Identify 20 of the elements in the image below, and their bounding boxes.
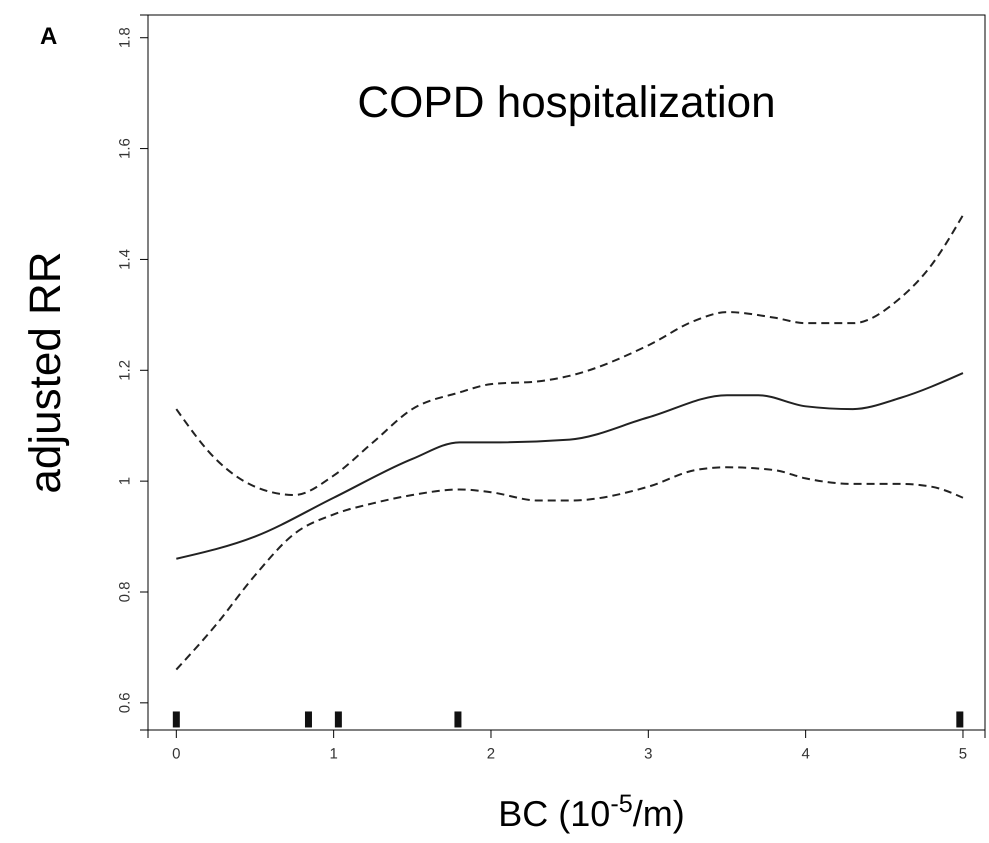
y-tick-label: 1.2 [116, 360, 134, 381]
line-series [175, 214, 964, 496]
y-tick-label: 1.8 [116, 27, 134, 48]
line-series [175, 466, 964, 671]
y-tick-label: 0.8 [116, 582, 134, 602]
text: A [40, 23, 58, 50]
x-tick-label: 0 [172, 746, 180, 763]
x-tick-label: 5 [958, 746, 968, 763]
x-tick-label: 1 [329, 746, 338, 763]
y-tick-label: 0.6 [116, 692, 134, 714]
text: COPD hospitalization [357, 78, 776, 127]
x-tick-label: 3 [644, 746, 652, 763]
x-tick-label: 4 [801, 746, 810, 763]
line-series [175, 372, 964, 560]
x-axis-title: BC (10$^{-5}$/m) [498, 790, 685, 834]
y-tick-label: 1.6 [116, 138, 134, 160]
y-tick-label: 1.4 [116, 249, 134, 270]
y-axis-title: adjusted RR [21, 251, 70, 494]
x-tick-label: 2 [486, 746, 496, 763]
y-tick-label: 1 [116, 476, 134, 486]
